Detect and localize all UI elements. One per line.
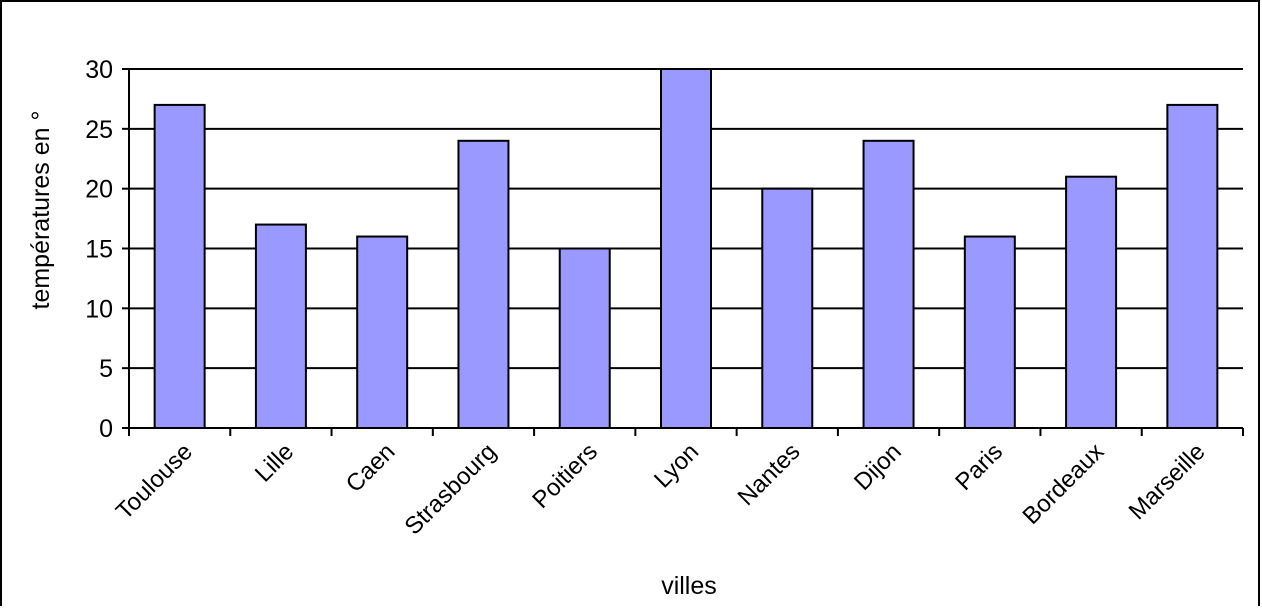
y-tick-label: 10 bbox=[85, 295, 113, 323]
y-tick-label: 15 bbox=[85, 236, 113, 264]
y-tick-label: 30 bbox=[85, 56, 113, 84]
y-tick-label: 0 bbox=[99, 415, 113, 443]
axes bbox=[122, 68, 1244, 436]
bar-lille bbox=[254, 223, 307, 429]
y-tick-label: 25 bbox=[85, 116, 113, 144]
bar-toulouse bbox=[153, 103, 206, 430]
bar-strasbourg bbox=[457, 139, 510, 430]
x-axis-label: villes bbox=[661, 572, 717, 600]
bar-nantes bbox=[761, 187, 814, 429]
bar-poitiers bbox=[558, 247, 611, 429]
y-tick-label: 20 bbox=[85, 176, 113, 204]
bar-caen bbox=[356, 235, 409, 429]
bar-paris bbox=[963, 235, 1016, 429]
bar-marseille bbox=[1166, 103, 1219, 430]
bar-dijon bbox=[862, 139, 915, 430]
y-tick-labels: 0 5 10 15 20 25 30 bbox=[85, 56, 113, 443]
bar-lyon bbox=[660, 68, 712, 429]
bar-bordeaux bbox=[1065, 175, 1118, 429]
y-axis-label: températures en ° bbox=[27, 111, 55, 310]
y-tick-label: 5 bbox=[99, 355, 113, 383]
